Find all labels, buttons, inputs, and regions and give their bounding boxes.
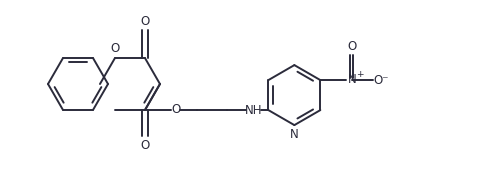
Text: N: N	[347, 73, 356, 86]
Text: O: O	[172, 103, 181, 116]
Text: O⁻: O⁻	[373, 74, 389, 87]
Text: O: O	[140, 139, 150, 152]
Text: N: N	[290, 128, 299, 141]
Text: O: O	[347, 40, 356, 54]
Text: O: O	[140, 15, 150, 28]
Text: +: +	[356, 70, 363, 79]
Text: O: O	[110, 42, 120, 55]
Text: NH: NH	[245, 104, 262, 117]
